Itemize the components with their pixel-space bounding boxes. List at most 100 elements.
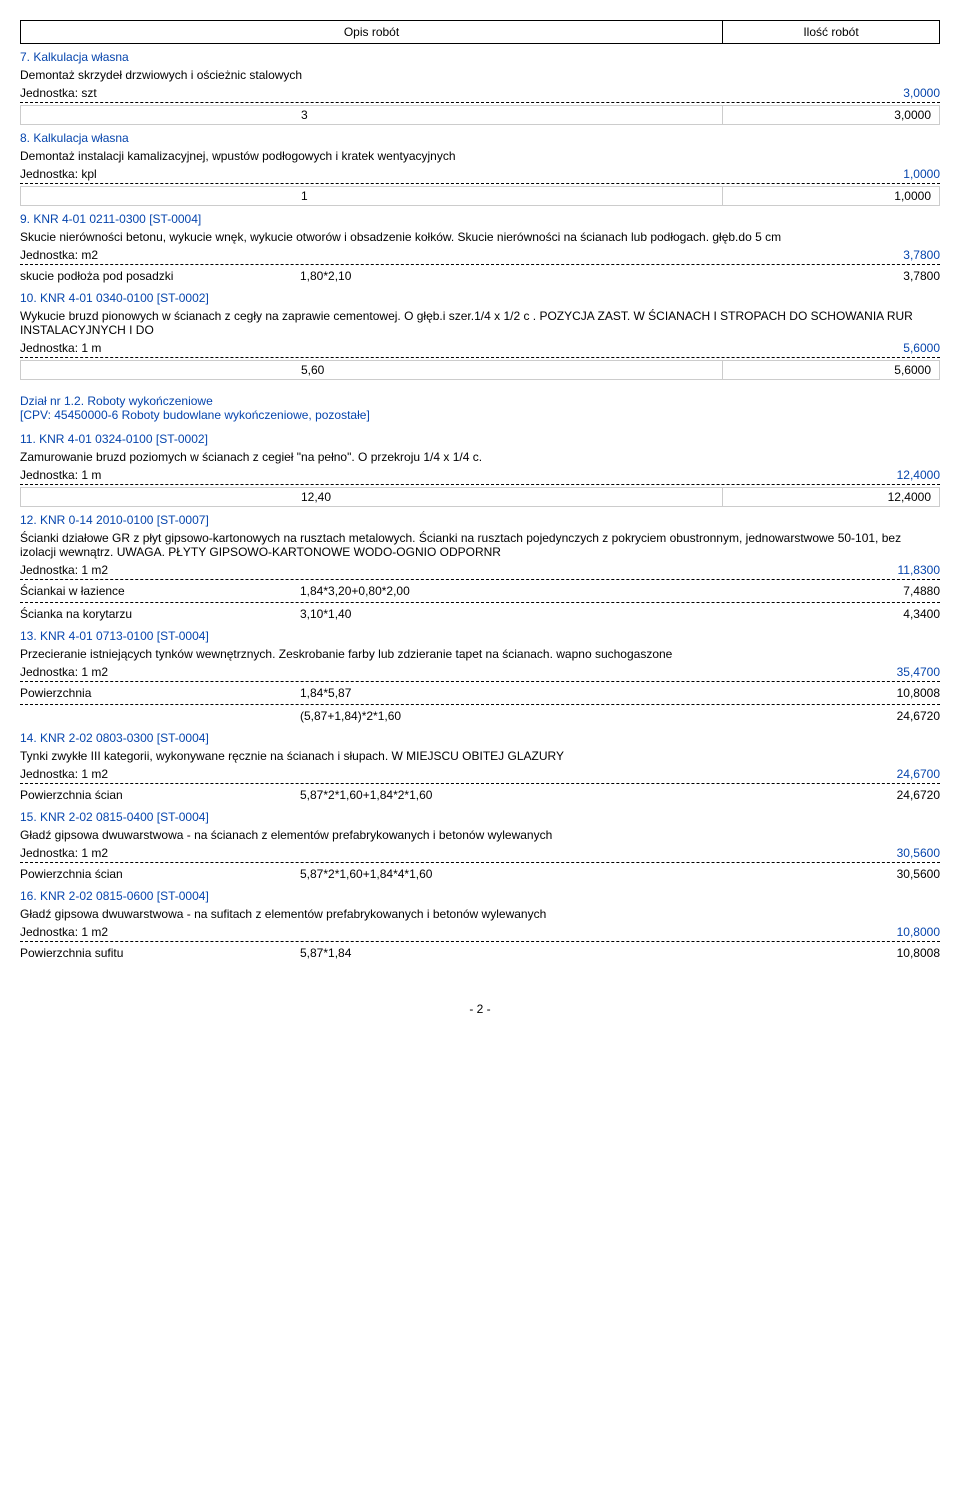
cost-item: 10. KNR 4-01 0340-0100 [ST-0002] Wykucie …	[20, 291, 940, 380]
header-right: Ilość robót	[723, 21, 939, 43]
calc-label: Powierzchnia ścian	[20, 788, 300, 802]
item-title: 16. KNR 2-02 0815-0600 [ST-0004]	[20, 889, 940, 903]
unit-row: Jednostka: 1 m211,8300	[20, 563, 940, 577]
unit-total: 1,0000	[740, 167, 940, 181]
calc-value: 12,4000	[723, 488, 939, 506]
calc-expression: 5,87*2*1,60+1,84*4*1,60	[300, 867, 740, 881]
calc-value: 4,3400	[740, 607, 940, 621]
section-title: Dział nr 1.2. Roboty wykończeniowe	[20, 394, 940, 408]
calc-expression: 1,84*5,87	[300, 686, 740, 700]
unit-total: 35,4700	[740, 665, 940, 679]
unit-total: 5,6000	[740, 341, 940, 355]
calc-expression: 5,87*2*1,60+1,84*2*1,60	[300, 788, 740, 802]
cost-item: 9. KNR 4-01 0211-0300 [ST-0004] Skucie ni…	[20, 212, 940, 285]
unit-label: Jednostka: 1 m2	[20, 925, 740, 939]
section-subtitle: [CPV: 45450000-6 Roboty budowlane wykońc…	[20, 408, 940, 422]
item-description: Przecieranie istniejących tynków wewnętr…	[20, 647, 940, 661]
calc-row: Ścianka na korytarzu3,10*1,404,3400	[20, 605, 940, 623]
unit-total: 11,8300	[740, 563, 940, 577]
unit-label: Jednostka: 1 m2	[20, 767, 740, 781]
calc-label: skucie podłoża pod posadzki	[20, 269, 300, 283]
calc-value: 24,6720	[740, 709, 940, 723]
cost-item: 15. KNR 2-02 0815-0400 [ST-0004] Gładź gi…	[20, 810, 940, 883]
calc-expression: 1,84*3,20+0,80*2,00	[300, 584, 740, 598]
item-title: 12. KNR 0-14 2010-0100 [ST-0007]	[20, 513, 940, 527]
item-description: Wykucie bruzd pionowych w ścianach z ceg…	[20, 309, 940, 337]
item-description: Gładź gipsowa dwuwarstwowa - na ścianach…	[20, 828, 940, 842]
calc-expression: 1	[21, 187, 723, 205]
item-description: Zamurowanie bruzd poziomych w ścianach z…	[20, 450, 940, 464]
calc-value: 30,5600	[740, 867, 940, 881]
unit-total: 10,8000	[740, 925, 940, 939]
unit-row: Jednostka: 1 m12,4000	[20, 468, 940, 482]
unit-label: Jednostka: 1 m2	[20, 846, 740, 860]
unit-label: Jednostka: 1 m2	[20, 665, 740, 679]
calc-row: Powierzchnia1,84*5,8710,8008	[20, 684, 940, 702]
calc-value: 3,7800	[740, 269, 940, 283]
calc-label: Powierzchnia ścian	[20, 867, 300, 881]
unit-row: Jednostka: 1 m224,6700	[20, 767, 940, 781]
unit-total: 30,5600	[740, 846, 940, 860]
item-title: 15. KNR 2-02 0815-0400 [ST-0004]	[20, 810, 940, 824]
calc-value: 3,0000	[723, 106, 939, 124]
unit-row: Jednostka: szt3,0000	[20, 86, 940, 100]
calc-value: 1,0000	[723, 187, 939, 205]
item-title: 9. KNR 4-01 0211-0300 [ST-0004]	[20, 212, 940, 226]
item-description: Tynki zwykłe III kategorii, wykonywane r…	[20, 749, 940, 763]
page-footer: - 2 -	[20, 1002, 940, 1016]
unit-row: Jednostka: 1 m210,8000	[20, 925, 940, 939]
calc-row: Powierzchnia ścian5,87*2*1,60+1,84*2*1,6…	[20, 786, 940, 804]
item-title: 7. Kalkulacja własna	[20, 50, 940, 64]
unit-row: Jednostka: kpl1,0000	[20, 167, 940, 181]
item-title: 10. KNR 4-01 0340-0100 [ST-0002]	[20, 291, 940, 305]
calc-expression: 5,87*1,84	[300, 946, 740, 960]
cost-item: 16. KNR 2-02 0815-0600 [ST-0004] Gładź gi…	[20, 889, 940, 962]
cost-item: 7. Kalkulacja własna Demontaż skrzydeł dr…	[20, 50, 940, 125]
cost-item: 12. KNR 0-14 2010-0100 [ST-0007]Ścianki …	[20, 513, 940, 623]
calc-box: 5,605,6000	[20, 360, 940, 380]
calc-row: Powierzchnia ścian5,87*2*1,60+1,84*4*1,6…	[20, 865, 940, 883]
calc-label: Ściankai w łazience	[20, 584, 300, 598]
calc-expression: 5,60	[21, 361, 723, 379]
page: Opis robót Ilość robót 7. Kalkulacja wła…	[20, 20, 940, 1016]
calc-row: (5,87+1,84)*2*1,6024,6720	[20, 707, 940, 725]
calc-box: 12,4012,4000	[20, 487, 940, 507]
calc-expression: (5,87+1,84)*2*1,60	[300, 709, 740, 723]
item-description: Gładź gipsowa dwuwarstwowa - na sufitach…	[20, 907, 940, 921]
unit-total: 12,4000	[740, 468, 940, 482]
unit-label: Jednostka: 1 m	[20, 468, 740, 482]
calc-box: 33,0000	[20, 105, 940, 125]
calc-value: 10,8008	[740, 946, 940, 960]
calc-expression: 3	[21, 106, 723, 124]
calc-expression: 3,10*1,40	[300, 607, 740, 621]
unit-row: Jednostka: 1 m5,6000	[20, 341, 940, 355]
item-title: 14. KNR 2-02 0803-0300 [ST-0004]	[20, 731, 940, 745]
calc-value: 5,6000	[723, 361, 939, 379]
unit-label: Jednostka: kpl	[20, 167, 740, 181]
calc-expression: 12,40	[21, 488, 723, 506]
unit-row: Jednostka: 1 m235,4700	[20, 665, 940, 679]
calc-label: Ścianka na korytarzu	[20, 607, 300, 621]
item-title: 8. Kalkulacja własna	[20, 131, 940, 145]
unit-row: Jednostka: 1 m230,5600	[20, 846, 940, 860]
unit-label: Jednostka: 1 m2	[20, 563, 740, 577]
unit-label: Jednostka: szt	[20, 86, 740, 100]
calc-value: 24,6720	[740, 788, 940, 802]
item-description: Skucie nierówności betonu, wykucie wnęk,…	[20, 230, 940, 244]
cost-item: 11. KNR 4-01 0324-0100 [ST-0002] Zamurowa…	[20, 432, 940, 507]
cost-item: 14. KNR 2-02 0803-0300 [ST-0004] Tynki zw…	[20, 731, 940, 804]
unit-total: 3,0000	[740, 86, 940, 100]
calc-row: Ściankai w łazience1,84*3,20+0,80*2,007,…	[20, 582, 940, 600]
item-title: 13. KNR 4-01 0713-0100 [ST-0004]	[20, 629, 940, 643]
unit-label: Jednostka: 1 m	[20, 341, 740, 355]
item-description: Demontaż skrzydeł drzwiowych i ościeżnic…	[20, 68, 940, 82]
calc-row: Powierzchnia sufitu5,87*1,8410,8008	[20, 944, 940, 962]
unit-row: Jednostka: m23,7800	[20, 248, 940, 262]
calc-row: skucie podłoża pod posadzki1,80*2,103,78…	[20, 267, 940, 285]
calc-value: 7,4880	[740, 584, 940, 598]
calc-label: Powierzchnia sufitu	[20, 946, 300, 960]
table-header: Opis robót Ilość robót	[20, 20, 940, 44]
cost-item: 13. KNR 4-01 0713-0100 [ST-0004] Przecier…	[20, 629, 940, 725]
cost-item: 8. Kalkulacja własnaDemontaż instalacji …	[20, 131, 940, 206]
item-title: 11. KNR 4-01 0324-0100 [ST-0002]	[20, 432, 940, 446]
